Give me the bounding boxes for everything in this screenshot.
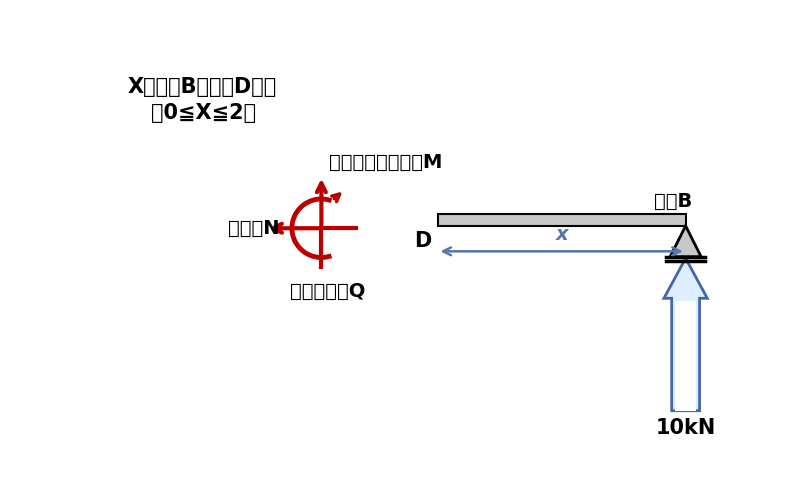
- Bar: [437, 214, 685, 226]
- Text: （0≦X≦2）: （0≦X≦2）: [151, 103, 255, 123]
- Polygon shape: [669, 226, 700, 257]
- Text: D: D: [414, 230, 431, 250]
- Text: 10kN: 10kN: [654, 418, 715, 439]
- Text: Xが支点Bから点Dまで: Xが支点Bから点Dまで: [128, 77, 276, 97]
- Polygon shape: [674, 301, 695, 411]
- Text: 軸力：N: 軸力：N: [228, 219, 279, 238]
- Text: せん断力：Q: せん断力：Q: [290, 282, 365, 301]
- Text: 支点B: 支点B: [653, 192, 691, 211]
- Text: 曲げモーメント：M: 曲げモーメント：M: [328, 153, 442, 172]
- Text: x: x: [555, 225, 567, 243]
- Polygon shape: [663, 258, 707, 411]
